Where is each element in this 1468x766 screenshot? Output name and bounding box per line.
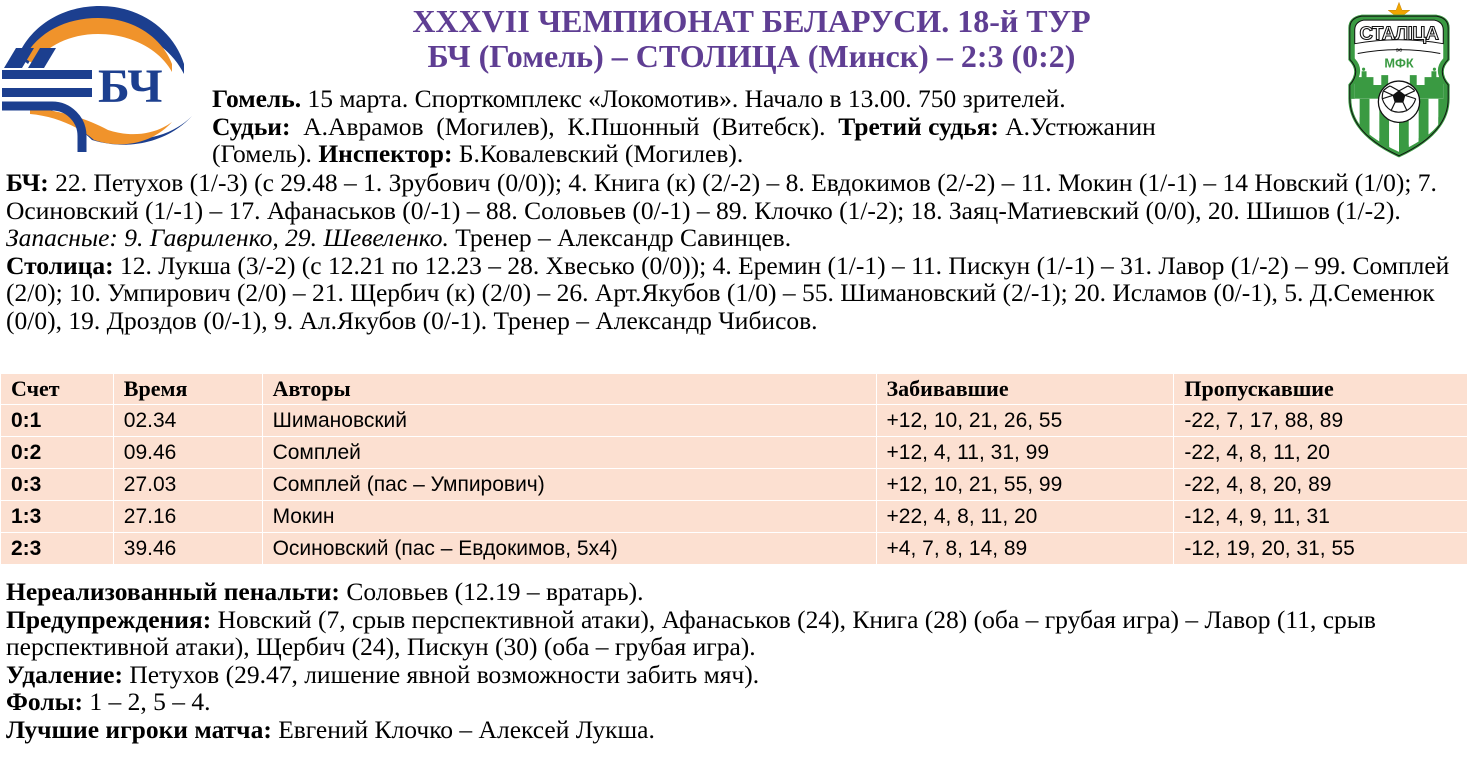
svg-text:МФК: МФК: [1384, 55, 1414, 70]
svg-text:СТАЛІЦА: СТАЛІЦА: [1360, 23, 1439, 44]
svg-text:sc: sc: [1396, 48, 1403, 54]
